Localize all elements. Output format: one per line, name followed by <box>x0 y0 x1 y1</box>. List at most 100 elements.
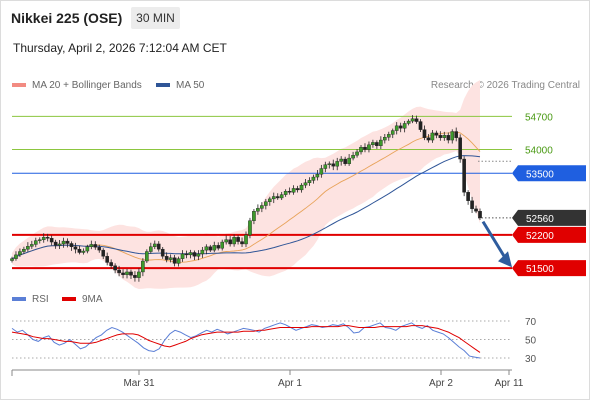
level-text-53500: 53500 <box>526 169 554 180</box>
candle-bear <box>426 137 431 141</box>
candle-bull <box>152 243 157 247</box>
candle-bull <box>168 257 173 260</box>
legend-label-bollinger: MA 20 + Bollinger Bands <box>32 80 142 91</box>
candle-bear <box>458 137 462 160</box>
candle-bull <box>355 151 359 156</box>
candle-bear <box>434 132 439 136</box>
candle-bear <box>73 246 78 250</box>
candle-bull <box>359 146 363 153</box>
candle-bull <box>260 205 264 209</box>
candle-bear <box>192 252 197 257</box>
candle-bull <box>141 260 145 273</box>
candle-bull <box>61 240 66 245</box>
candle-bear <box>454 131 459 138</box>
candle-bull <box>81 250 86 253</box>
candle-bull <box>430 132 435 141</box>
instrument-title: Nikkei 225 (OSE) <box>11 10 123 26</box>
candle-bull <box>232 237 236 245</box>
candle-bull <box>347 157 351 164</box>
candle-bear <box>275 196 280 199</box>
candle-bull <box>256 208 260 212</box>
candle-bull <box>410 118 415 122</box>
candle-bull <box>402 123 407 129</box>
candle-bull <box>315 174 320 178</box>
candle-bear <box>208 246 213 251</box>
candle-bull <box>180 253 185 259</box>
candle-bear <box>287 191 292 193</box>
rsi-tick-label-50: 50 <box>525 336 537 347</box>
candle-bull <box>220 241 225 249</box>
candle-bull <box>335 161 340 167</box>
legend-label-rsi: RSI <box>32 294 49 305</box>
level-text-54000: 54000 <box>525 146 553 157</box>
ma50-swatch <box>156 83 170 88</box>
candle-bear <box>438 135 443 138</box>
candle-bear <box>53 241 58 246</box>
candle-bear <box>216 245 221 249</box>
candle-bull <box>212 245 217 251</box>
bollinger-band-area <box>12 80 480 289</box>
candle-bull <box>22 248 26 252</box>
candle-bear <box>45 237 50 239</box>
candle-bear <box>113 265 117 271</box>
candle-bull <box>267 198 272 202</box>
candle-bull <box>264 201 268 206</box>
candle-bull <box>271 196 276 200</box>
candle-bear <box>129 271 133 276</box>
level-tag-51500 <box>512 260 586 277</box>
level-tag-52560 <box>512 209 586 226</box>
candle-bull <box>244 234 248 245</box>
legend-item-9ma: 9MA <box>62 294 103 305</box>
candles-group <box>10 115 482 282</box>
candle-bull <box>311 176 316 181</box>
ma9-swatch <box>62 297 76 302</box>
candle-bear <box>160 248 165 257</box>
rsi-tick-label-70: 70 <box>525 317 537 328</box>
candle-bear <box>77 248 82 253</box>
legend-item-rsi: RSI <box>12 294 49 305</box>
candle-bull <box>125 271 129 275</box>
rsi-swatch <box>12 297 26 302</box>
candle-bull <box>442 135 447 138</box>
candle-bull <box>450 131 455 141</box>
level-label-53500: 53500 <box>512 165 586 182</box>
candle-bear <box>65 240 70 244</box>
level-label-54000: 54000 <box>525 146 553 157</box>
candle-bear <box>478 211 482 219</box>
candle-bull <box>57 243 62 246</box>
candle-bear <box>418 121 423 130</box>
level-label-52560: 52560 <box>512 209 586 226</box>
candle-bull <box>303 182 308 186</box>
level-text-52560: 52560 <box>526 214 554 225</box>
candle-bull <box>383 137 387 141</box>
candle-bear <box>109 262 113 266</box>
x-tick-label: Apr 2 <box>429 378 453 389</box>
x-tick-label: Apr 1 <box>278 378 302 389</box>
level-label-54700: 54700 <box>525 112 553 123</box>
candle-bull <box>145 251 149 262</box>
candle-bear <box>470 200 474 210</box>
level-label-51500: 51500 <box>512 260 586 277</box>
candle-bull <box>283 191 288 195</box>
candle-bear <box>121 272 125 275</box>
candle-bear <box>69 243 74 247</box>
timeframe-button[interactable]: 30 MIN <box>131 7 180 29</box>
candle-bull <box>137 271 141 278</box>
candle-bear <box>363 146 367 150</box>
candle-bull <box>323 164 328 169</box>
candle-bull <box>351 155 355 159</box>
candle-bull <box>390 130 395 135</box>
candle-bull <box>37 239 42 241</box>
candle-bull <box>394 125 399 131</box>
candle-bull <box>33 240 38 245</box>
rsi-ma9-line <box>11 325 481 353</box>
candle-bull <box>41 237 46 240</box>
level-text-51500: 51500 <box>526 264 554 275</box>
candle-bull <box>248 220 252 236</box>
level-text-54700: 54700 <box>525 112 553 123</box>
candle-bull <box>299 184 304 191</box>
candle-bull <box>200 249 205 255</box>
candle-bear <box>343 158 347 164</box>
level-label-52200: 52200 <box>512 226 586 243</box>
bollinger-swatch <box>12 83 26 88</box>
